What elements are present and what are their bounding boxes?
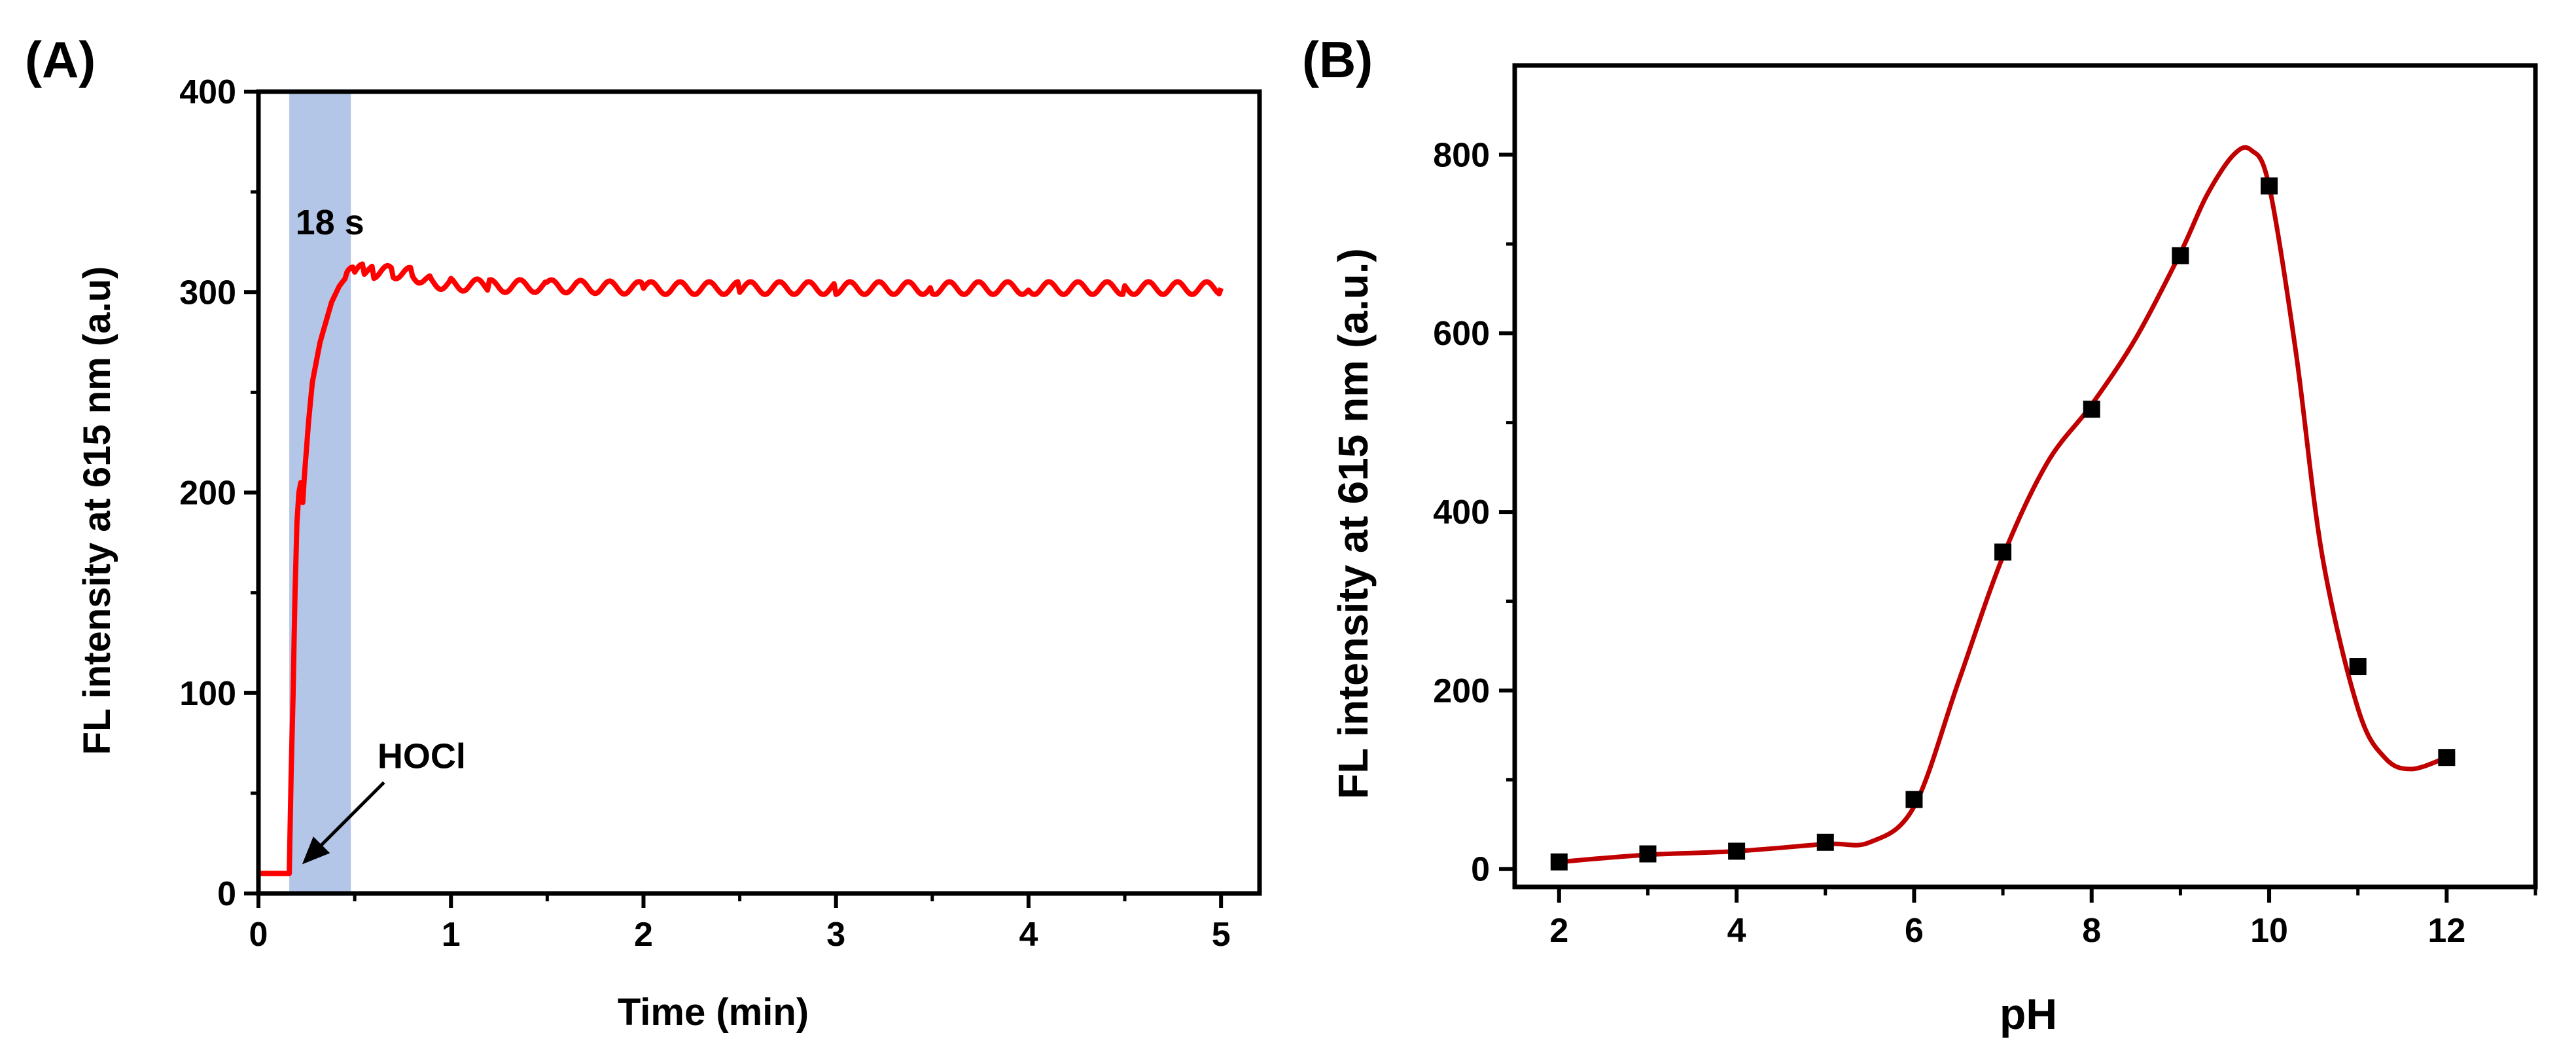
data-point-marker (2438, 749, 2456, 766)
panel-b-frame (1512, 63, 2538, 890)
x-tick-label: 3 (826, 916, 845, 954)
x-tick-label: 4 (1727, 912, 1746, 950)
x-tick-label: 1 (442, 916, 461, 954)
hocl-arrow (313, 781, 385, 854)
data-point-marker (2083, 401, 2100, 418)
highlight-label: 18 s (296, 203, 364, 242)
y-tick-label: 100 (179, 675, 236, 713)
data-point-marker (2261, 177, 2278, 195)
x-tick-label: 0 (249, 916, 268, 954)
x-tick-label: 8 (2082, 912, 2101, 950)
panel-b-axes: 2 4 6 8 10 12 0 200 400 600 800 (1433, 136, 2537, 950)
fl-trace-line (257, 261, 1224, 876)
data-point-marker (1550, 853, 1568, 871)
data-point-marker (1639, 845, 1657, 863)
x-tick-label: 5 (1212, 916, 1231, 954)
data-points (1550, 177, 2456, 871)
fit-curve (1559, 145, 2448, 865)
data-point-marker (1728, 842, 1746, 860)
panel-b-label: (B) (1302, 31, 1373, 88)
panel-a-axes: 0 1 2 3 4 5 0 100 200 300 400 (179, 73, 1230, 954)
data-point-marker (2349, 658, 2367, 676)
y-tick-label: 300 (179, 274, 236, 312)
x-tick-label: 12 (2427, 912, 2465, 950)
panel-a-frame (256, 89, 1262, 896)
hocl-arrowhead (302, 836, 330, 865)
x-tick-label: 4 (1019, 916, 1038, 954)
data-point-marker (1994, 543, 2012, 561)
y-tick-label: 400 (179, 73, 236, 111)
panel-a-x-title: Time (min) (618, 991, 809, 1034)
x-tick-label: 6 (1905, 912, 1924, 950)
panel-b-y-title: FL intensity at 615 nm (a.u.) (1330, 248, 1377, 799)
hocl-label: HOCl (378, 736, 466, 776)
y-tick-label: 0 (1471, 851, 1490, 889)
y-tick-label: 200 (1433, 672, 1490, 710)
x-tick-label: 10 (2250, 912, 2288, 950)
x-tick-label: 2 (634, 916, 653, 954)
panel-b-x-title: pH (2000, 990, 2057, 1038)
y-tick-label: 800 (1433, 136, 1490, 174)
data-point-marker (1816, 833, 1834, 851)
data-point-marker (1905, 791, 1923, 808)
y-tick-label: 400 (1433, 494, 1490, 532)
y-tick-label: 200 (179, 475, 236, 513)
panel-a-label: (A) (25, 31, 96, 88)
panel-a-y-title: FL intensity at 615 nm (a.u) (76, 266, 118, 755)
panel-b: (B) 2 4 6 8 10 12 0 200 400 600 800 pH FL intensit… (1302, 31, 2538, 1038)
y-tick-label: 600 (1433, 315, 1490, 353)
x-tick-label: 2 (1549, 912, 1568, 950)
data-point-marker (2172, 247, 2189, 264)
y-tick-label: 0 (217, 875, 236, 913)
panel-a: (A) 0 1 2 3 4 5 0 100 200 300 400 18 s HOCl Time (… (25, 31, 1262, 1034)
